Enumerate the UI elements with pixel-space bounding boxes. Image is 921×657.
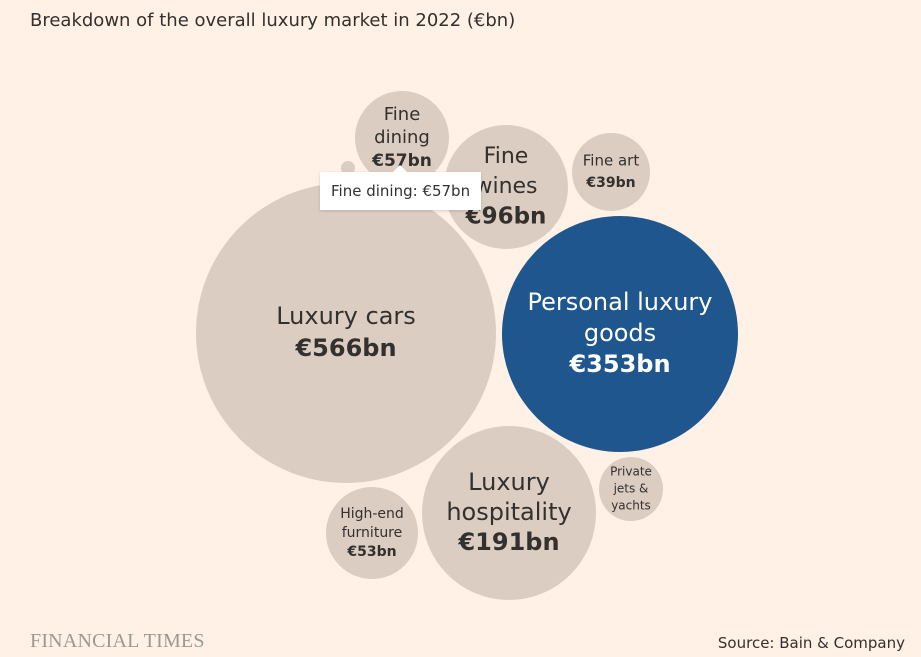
bubble-label-fine-wines: wines (474, 174, 537, 199)
bubble-label-private-jets-yachts: Private (610, 465, 652, 479)
bubble-label-luxury-hospitality: Luxury (468, 468, 550, 496)
bubble-circle-fine-wines (444, 125, 568, 249)
bubble-label-personal-luxury-goods: Personal luxury (527, 288, 712, 316)
bubble-circle-luxury-hospitality (422, 426, 596, 600)
bubble-circle-luxury-cars (196, 183, 496, 483)
bubble-label-fine-dining: Fine (384, 104, 421, 125)
bubble-value-high-end-furniture: €53bn (346, 544, 396, 560)
bubble-label-private-jets-yachts: jets & (613, 482, 649, 496)
bubble-high-end-furniture: High-end furniture €53bn (326, 487, 418, 579)
bubble-luxury-cars: Luxury cars €566bn (196, 183, 496, 483)
bubble-circle-fine-art (572, 133, 650, 211)
bubble-circle-private-jets-yachts (599, 457, 663, 521)
bubble-label-luxury-cars: Luxury cars (276, 302, 416, 330)
bubble-private-jets-yachts: Private jets & yachts (599, 457, 663, 521)
bubble-value-fine-art: €39bn (585, 175, 635, 191)
bubble-value-luxury-cars: €566bn (294, 334, 396, 362)
bubble-value-fine-dining: €57bn (371, 151, 432, 171)
bubble-minor-dot (341, 161, 355, 175)
bubble-value-personal-luxury-goods: €353bn (568, 350, 670, 378)
bubble-label-personal-luxury-goods: goods (584, 319, 656, 347)
bubble-value-luxury-hospitality: €191bn (457, 528, 559, 556)
chart-title: Breakdown of the overall luxury market i… (30, 10, 516, 31)
bubble-circle-fine-dining (355, 91, 449, 185)
bubble-label-luxury-hospitality: hospitality (446, 498, 571, 526)
bubble-circle-personal-luxury-goods (502, 216, 738, 452)
bubble-tooltip: Fine dining: €57bn (320, 165, 482, 210)
bubble-fine-art: Fine art €39bn (572, 133, 650, 211)
bubble-label-high-end-furniture: furniture (342, 525, 403, 541)
bubble-label-high-end-furniture: High-end (340, 506, 404, 522)
source-note: Source: Bain & Company (717, 634, 905, 652)
bubble-label-fine-art: Fine art (583, 152, 640, 170)
bubble-personal-luxury-goods: Personal luxury goods €353bn (502, 216, 738, 452)
bubble-label-fine-wines: Fine (484, 144, 529, 169)
bubble-label-private-jets-yachts: yachts (611, 499, 651, 513)
bubble-circle-high-end-furniture (326, 487, 418, 579)
bubble-label-fine-dining: dining (374, 127, 430, 148)
publisher-logo: FINANCIAL TIMES (30, 630, 205, 652)
